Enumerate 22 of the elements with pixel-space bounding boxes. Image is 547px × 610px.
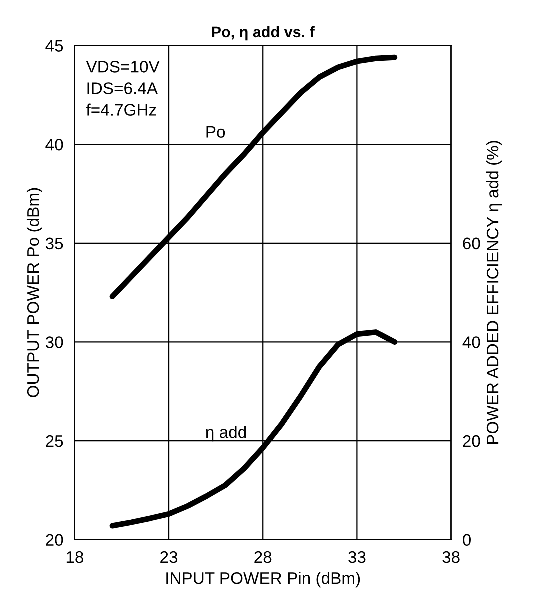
y-tick-label: 40: [46, 138, 64, 151]
y-axis-title: OUTPUT POWER Po (dBm): [26, 188, 43, 398]
y2-tick-label: 0: [463, 534, 472, 546]
x-tick-label: 33: [348, 551, 366, 564]
y-tick-label: 45: [46, 40, 64, 52]
chart-title: Po, η add vs. f: [212, 26, 315, 41]
x-tick-label: 23: [160, 551, 178, 564]
x-axis-title: INPUT POWER Pin (dBm): [166, 572, 360, 588]
y2-axis-title: POWER ADDED EFFICIENCY η add (%): [486, 141, 502, 444]
y-tick-label: 35: [46, 238, 64, 250]
y2-tick-label: 20: [463, 435, 480, 448]
x-tick-label: 38: [442, 551, 460, 564]
y-tick-label: 30: [46, 336, 64, 348]
annotation: VDS=10V IDS=6.4A f=4.7GHz: [86, 61, 160, 116]
y2-tick-label: 40: [462, 336, 480, 348]
series-label: η add: [206, 426, 246, 442]
series-label: Po: [206, 126, 226, 138]
x-tick-label: 18: [66, 551, 84, 564]
y-tick-label: 20: [46, 534, 64, 546]
y-tick-label: 25: [46, 435, 64, 448]
x-tick-label: 28: [254, 551, 272, 564]
y2-tick-label: 60: [463, 238, 480, 250]
